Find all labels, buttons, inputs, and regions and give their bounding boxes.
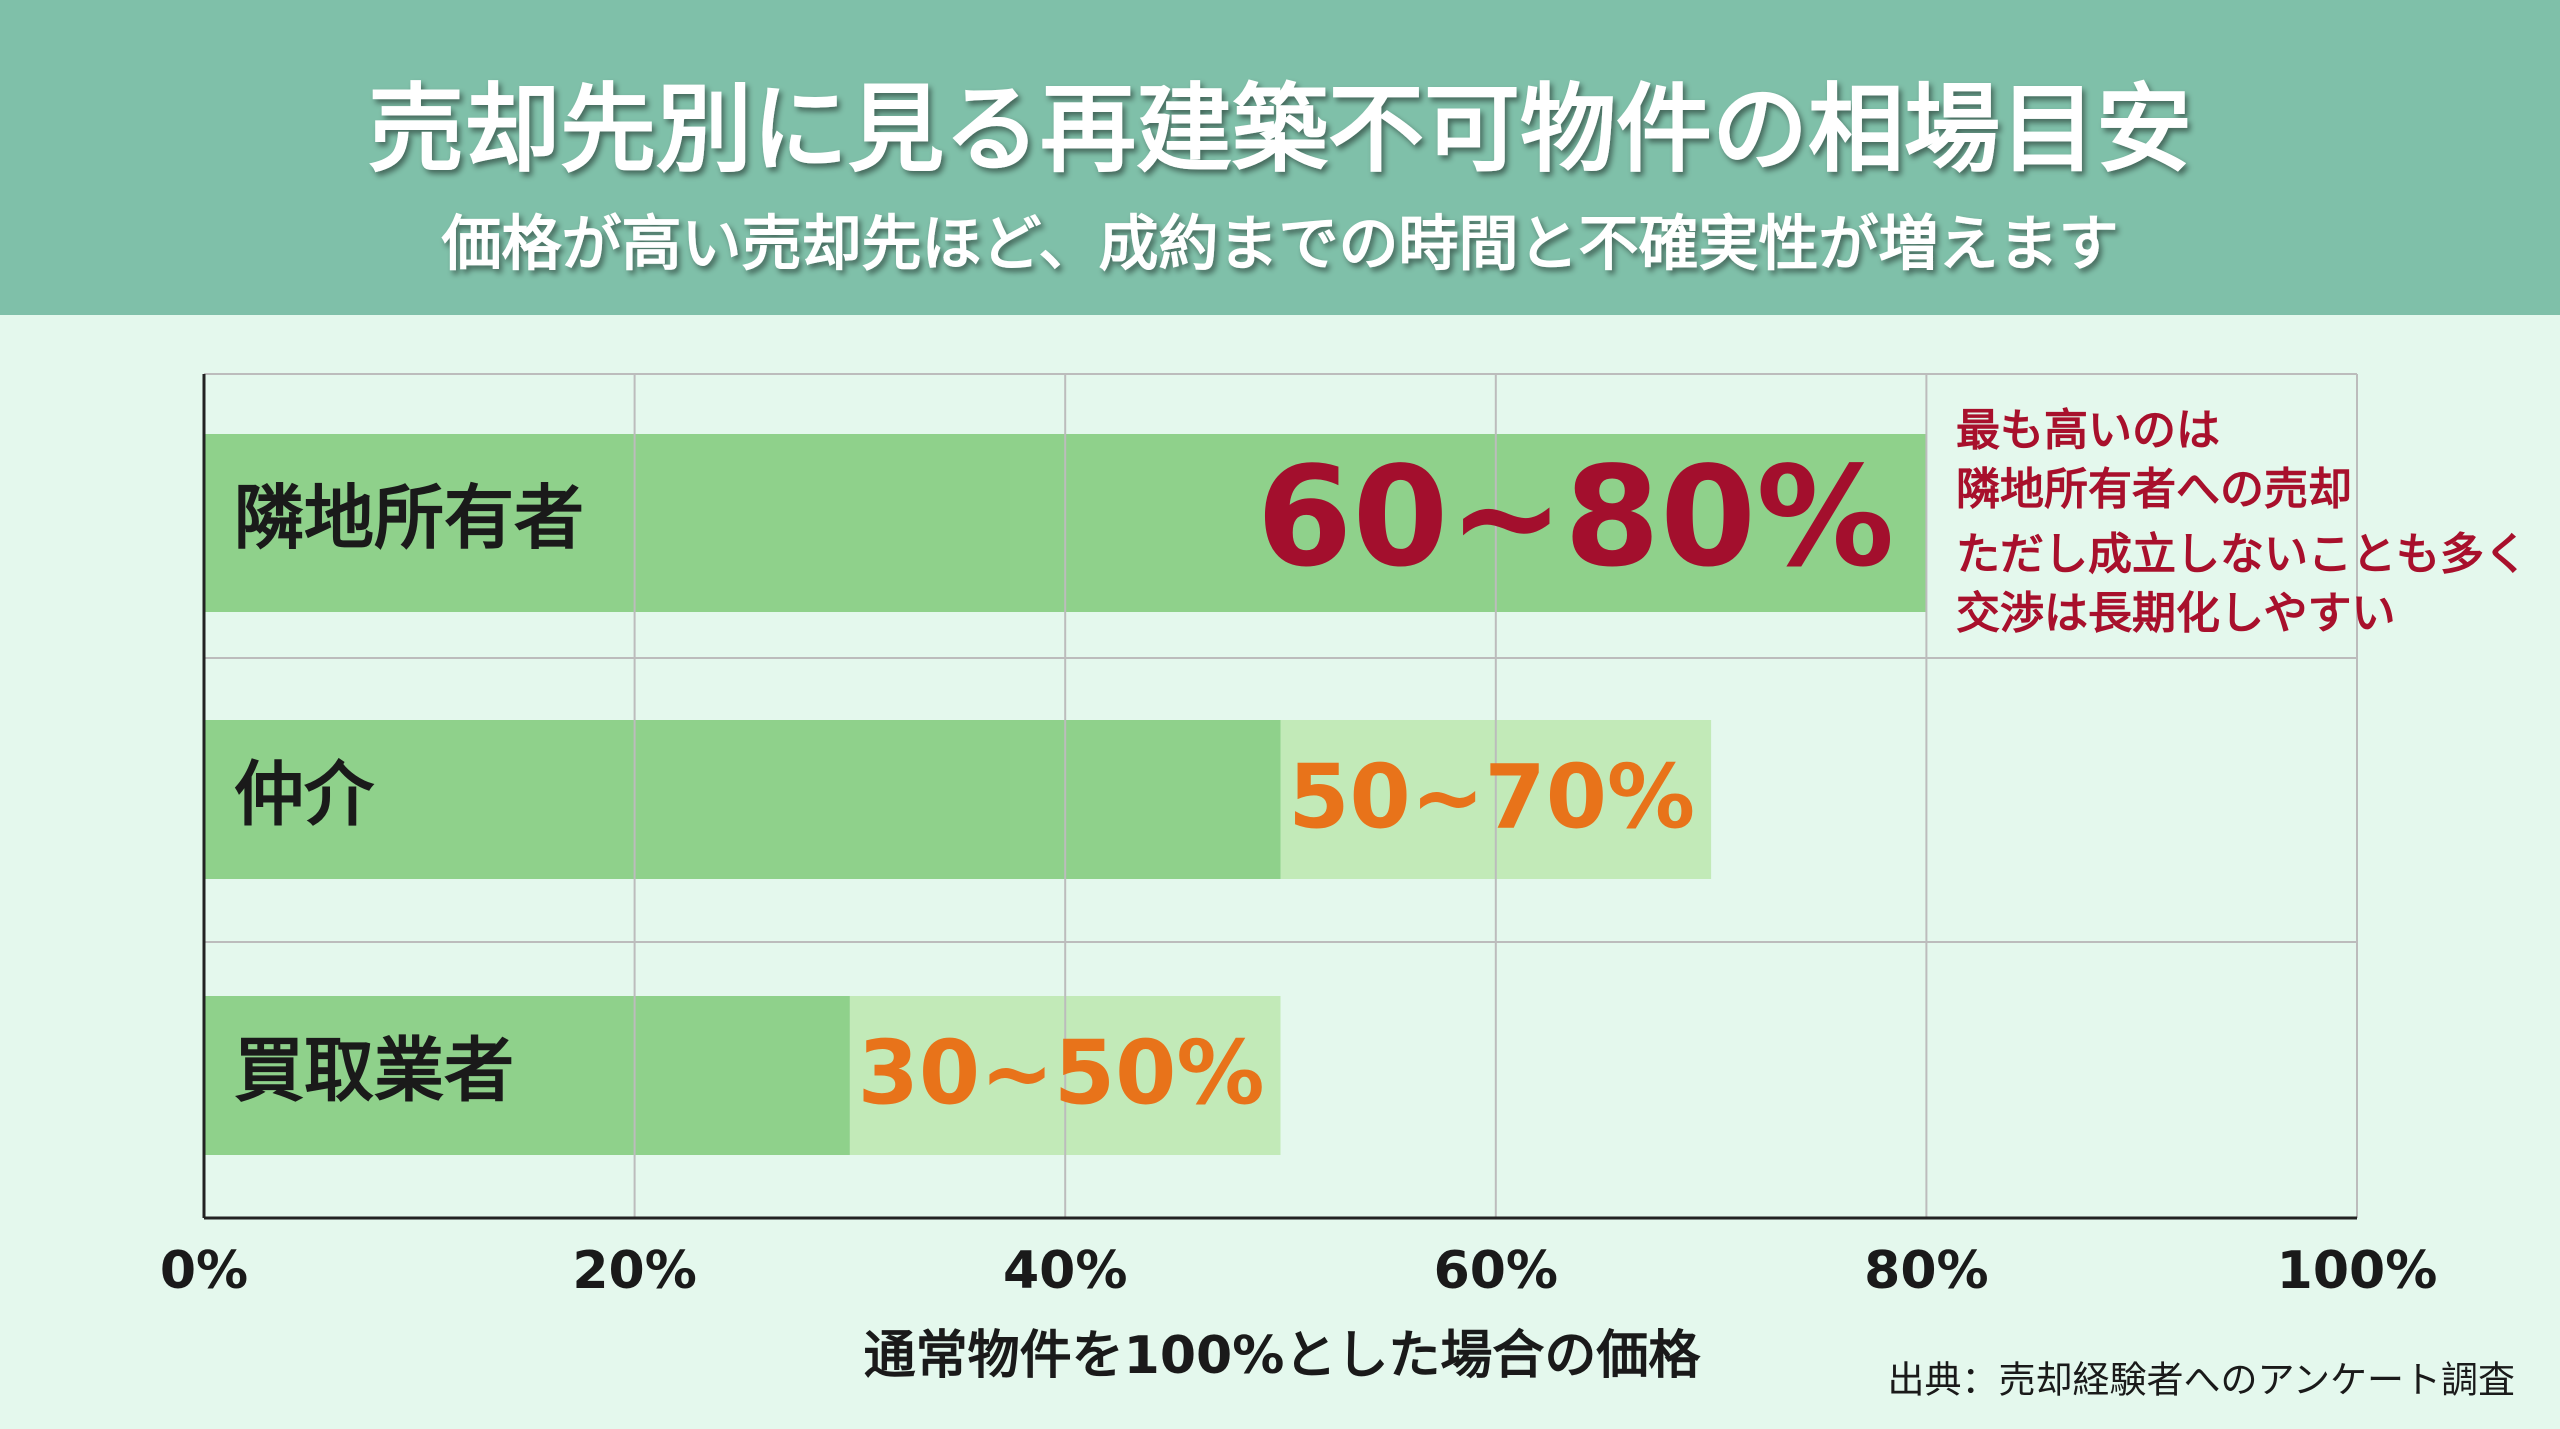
chart-subtitle: 価格が高い売却先ほど、成約までの時間と不確実性が増えます [441, 210, 2119, 280]
bar-base [204, 720, 1281, 879]
category-label: 隣地所有者 [234, 477, 584, 559]
source: 出典：売却経験者へのアンケート調査 [1887, 1359, 2515, 1402]
header-band [0, 0, 2560, 315]
annotation: ただし成立しないことも多く [1956, 529, 2528, 580]
value-label: 60~80% [1256, 437, 1894, 598]
chart-title: 売却先別に見る再建築不可物件の相場目安 [368, 73, 2192, 185]
annotation: 隣地所有者への売却 [1956, 464, 2352, 515]
x-axis-label: 通常物件を100%とした場合の価格 [864, 1326, 1702, 1386]
category-label: 仲介 [234, 754, 375, 836]
x-tick-label: 40% [1003, 1241, 1127, 1301]
x-tick-label: 80% [1864, 1241, 1988, 1301]
x-tick-label: 20% [572, 1241, 696, 1301]
x-tick-label: 60% [1434, 1241, 1558, 1301]
bar-range [1495, 434, 1927, 612]
annotation: 交渉は長期化しやすい [1956, 588, 2396, 639]
category-label: 買取業者 [234, 1030, 514, 1112]
annotation: 最も高いのは [1956, 405, 2220, 456]
bar-base [204, 434, 1496, 612]
x-tick-label: 100% [2277, 1241, 2438, 1301]
x-tick-label: 0% [160, 1241, 248, 1301]
value-label: 50~70% [1288, 745, 1695, 848]
value-label: 30~50% [858, 1021, 1265, 1124]
bar-base [204, 996, 850, 1155]
